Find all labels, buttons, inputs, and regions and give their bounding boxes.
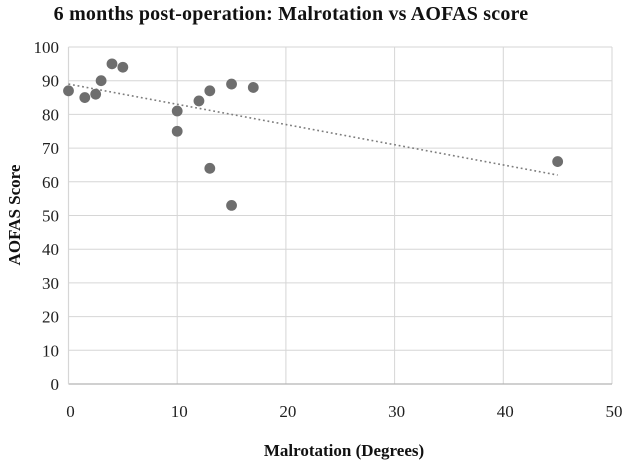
x-tick-label: 0 — [66, 402, 75, 421]
x-tick-label: 10 — [171, 402, 188, 421]
x-tick-label: 50 — [606, 402, 623, 421]
scatter-point — [204, 85, 216, 97]
scatter-point — [226, 78, 237, 90]
y-tick-label: 40 — [42, 240, 59, 259]
y-tick-label: 90 — [42, 72, 59, 91]
trendline — [68, 83, 558, 176]
scatter-point — [106, 58, 118, 70]
y-tick-label: 100 — [34, 38, 60, 57]
scatter-point — [193, 95, 205, 107]
scatter-point — [171, 125, 183, 137]
scatter-point — [247, 82, 259, 93]
scatter-point — [117, 61, 129, 73]
y-tick-label: 10 — [42, 341, 59, 360]
y-tick-label: 30 — [42, 274, 59, 293]
chart-title: 6 months post-operation: Malrotation vs … — [53, 3, 529, 25]
y-tick-label: 70 — [42, 139, 59, 158]
y-tick-label: 20 — [42, 308, 59, 327]
y-tick-labels: 0 10 20 30 40 50 60 70 80 90 100 — [34, 38, 60, 394]
y-tick-label: 0 — [51, 375, 60, 394]
x-tick-labels: 0 10 20 30 40 50 — [66, 402, 622, 421]
scatter-point — [204, 162, 216, 174]
axis-lines — [67, 47, 612, 385]
x-axis-label: Malrotation (Degrees) — [263, 441, 425, 460]
scatter-point — [90, 88, 102, 100]
scatter-point — [79, 92, 91, 103]
y-tick-label: 60 — [42, 173, 59, 192]
y-tick-label: 50 — [42, 207, 59, 226]
x-tick-label: 30 — [388, 402, 405, 421]
gridlines — [68, 46, 613, 385]
x-tick-label: 20 — [279, 402, 296, 421]
x-tick-label: 40 — [497, 402, 514, 421]
trend-line — [68, 83, 558, 176]
scatter-point — [63, 85, 74, 97]
y-axis-label: AOFAS Score — [5, 164, 24, 266]
scatter-point — [226, 199, 237, 211]
scatter-point — [171, 105, 183, 117]
y-tick-label: 80 — [42, 105, 59, 124]
scatter-point — [552, 156, 564, 167]
scatter-point — [95, 75, 107, 87]
data-points — [63, 58, 564, 211]
